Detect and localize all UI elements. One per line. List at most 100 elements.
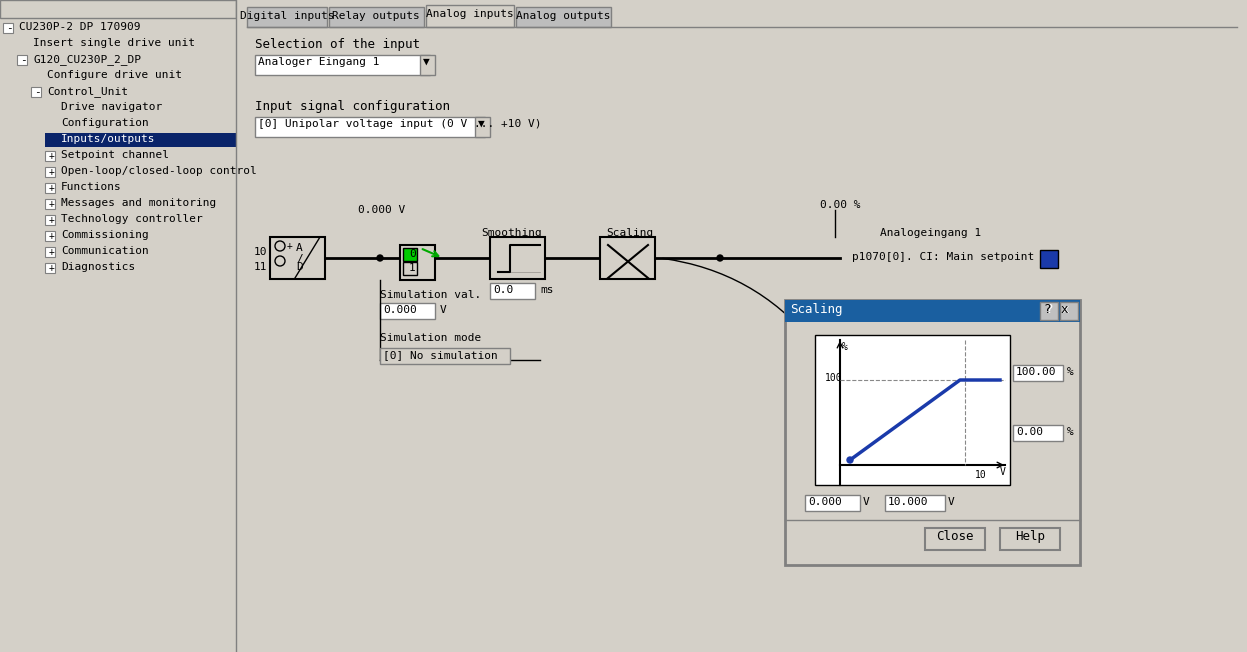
Text: Simulation val.: Simulation val.: [380, 290, 481, 300]
Bar: [380, 303, 435, 319]
Text: ▼: ▼: [478, 119, 485, 129]
Text: G120_CU230P_2_DP: G120_CU230P_2_DP: [32, 54, 141, 65]
Bar: [17, 55, 27, 65]
Text: 11: 11: [254, 262, 268, 272]
Text: Configure drive unit: Configure drive unit: [47, 70, 182, 80]
Bar: [490, 237, 545, 279]
Text: 0.00 %: 0.00 %: [821, 200, 860, 210]
Text: Input signal configuration: Input signal configuration: [254, 100, 450, 113]
Bar: [403, 262, 416, 275]
Bar: [2, 23, 12, 33]
Text: Drive navigator: Drive navigator: [61, 102, 162, 112]
Bar: [1040, 250, 1057, 268]
Bar: [786, 300, 1080, 322]
Text: ?: ?: [1042, 303, 1050, 316]
Text: V: V: [440, 305, 446, 315]
Bar: [45, 167, 55, 177]
Text: Insert single drive unit: Insert single drive unit: [32, 38, 195, 48]
Circle shape: [377, 255, 383, 261]
Bar: [45, 247, 55, 257]
Bar: [490, 283, 535, 299]
Text: Diagnostics: Diagnostics: [61, 262, 135, 272]
Circle shape: [847, 457, 853, 463]
Text: Analog inputs: Analog inputs: [426, 9, 514, 19]
Text: 0.0: 0.0: [493, 285, 514, 295]
Text: Analoger Eingang 1: Analoger Eingang 1: [258, 57, 379, 67]
Text: p1070[0]. CI: Main setpoint: p1070[0]. CI: Main setpoint: [852, 252, 1034, 262]
Text: -: -: [20, 55, 26, 65]
Text: +: +: [49, 199, 55, 209]
Bar: [0, 0, 236, 652]
Text: Configuration: Configuration: [61, 118, 148, 128]
Bar: [786, 300, 1080, 565]
Bar: [1060, 302, 1077, 320]
Text: A: A: [296, 243, 303, 253]
Text: /: /: [296, 254, 303, 264]
Bar: [816, 335, 1010, 485]
Text: -: -: [34, 87, 41, 97]
Bar: [600, 237, 655, 279]
Text: +: +: [287, 241, 293, 251]
Text: Analogeingang 1: Analogeingang 1: [880, 228, 981, 238]
Bar: [45, 199, 55, 209]
Text: [0] No simulation: [0] No simulation: [383, 350, 498, 360]
Text: 0.000 V: 0.000 V: [358, 205, 405, 215]
Bar: [1040, 302, 1057, 320]
Text: Scaling: Scaling: [606, 228, 653, 238]
Circle shape: [717, 255, 723, 261]
Bar: [31, 87, 41, 97]
Bar: [45, 231, 55, 241]
Text: 0.000: 0.000: [383, 305, 416, 315]
Bar: [45, 263, 55, 273]
Text: Scaling: Scaling: [791, 303, 843, 316]
Text: Relay outputs: Relay outputs: [332, 11, 420, 21]
Bar: [850, 250, 1035, 268]
Text: 10: 10: [254, 247, 268, 257]
Text: [0] Unipolar voltage input (0 V ... +10 V): [0] Unipolar voltage input (0 V ... +10 …: [258, 119, 541, 129]
Bar: [45, 183, 55, 193]
Text: Digital inputs: Digital inputs: [239, 11, 334, 21]
Text: 0: 0: [409, 249, 415, 259]
Text: 10.000: 10.000: [888, 497, 929, 507]
Text: Analog outputs: Analog outputs: [516, 11, 610, 21]
Text: Open-loop/closed-loop control: Open-loop/closed-loop control: [61, 166, 257, 176]
Text: +: +: [49, 231, 55, 241]
Bar: [806, 495, 860, 511]
Bar: [516, 7, 611, 27]
Bar: [45, 215, 55, 225]
Text: +: +: [49, 167, 55, 177]
Text: Close: Close: [936, 530, 974, 543]
Text: x: x: [1061, 303, 1069, 316]
Text: +: +: [49, 215, 55, 225]
Bar: [45, 151, 55, 161]
Text: ms: ms: [540, 285, 554, 295]
Bar: [1013, 365, 1062, 381]
Text: Setpoint channel: Setpoint channel: [61, 150, 170, 160]
Text: ?: ?: [1045, 303, 1052, 316]
Bar: [271, 237, 325, 279]
Bar: [400, 245, 435, 280]
Text: %: %: [1067, 427, 1074, 437]
Text: 10: 10: [975, 470, 986, 480]
Text: Technology controller: Technology controller: [61, 214, 203, 224]
Bar: [247, 7, 327, 27]
Text: +: +: [49, 247, 55, 257]
Bar: [1000, 528, 1060, 550]
Text: CU230P-2 DP 170909: CU230P-2 DP 170909: [19, 22, 141, 32]
Bar: [403, 248, 416, 261]
Text: +: +: [49, 263, 55, 273]
Text: 100.00: 100.00: [1016, 367, 1056, 377]
Bar: [1013, 425, 1062, 441]
Text: %: %: [842, 342, 848, 352]
Bar: [0, 0, 236, 18]
Bar: [329, 7, 424, 27]
Text: ▼: ▼: [423, 57, 430, 67]
Text: 100: 100: [826, 373, 843, 383]
Text: Smoothing: Smoothing: [481, 228, 542, 238]
Text: Messages and monitoring: Messages and monitoring: [61, 198, 216, 208]
Text: V: V: [948, 497, 955, 507]
Bar: [885, 495, 945, 511]
Text: V: V: [863, 497, 869, 507]
Text: Inputs/outputs: Inputs/outputs: [61, 134, 156, 144]
Text: 0.00: 0.00: [1016, 427, 1042, 437]
